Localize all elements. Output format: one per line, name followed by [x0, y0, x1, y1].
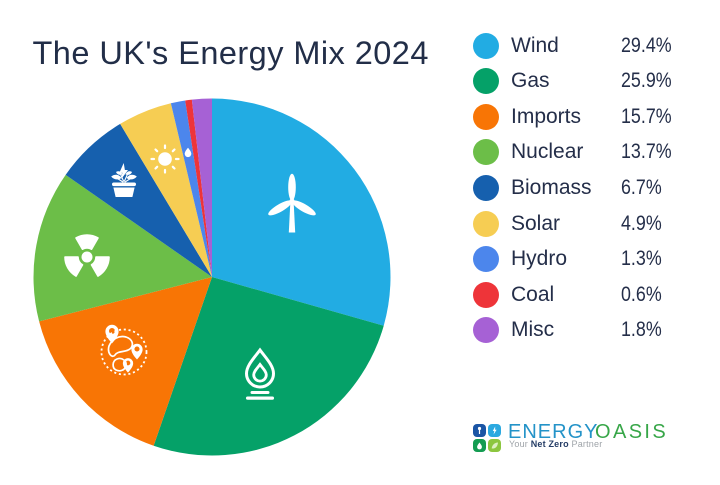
svg-text:OASIS: OASIS [595, 421, 668, 443]
svg-text:Your Net Zero Partner: Your Net Zero Partner [509, 439, 602, 449]
svg-text:ENERGY: ENERGY [508, 421, 598, 443]
